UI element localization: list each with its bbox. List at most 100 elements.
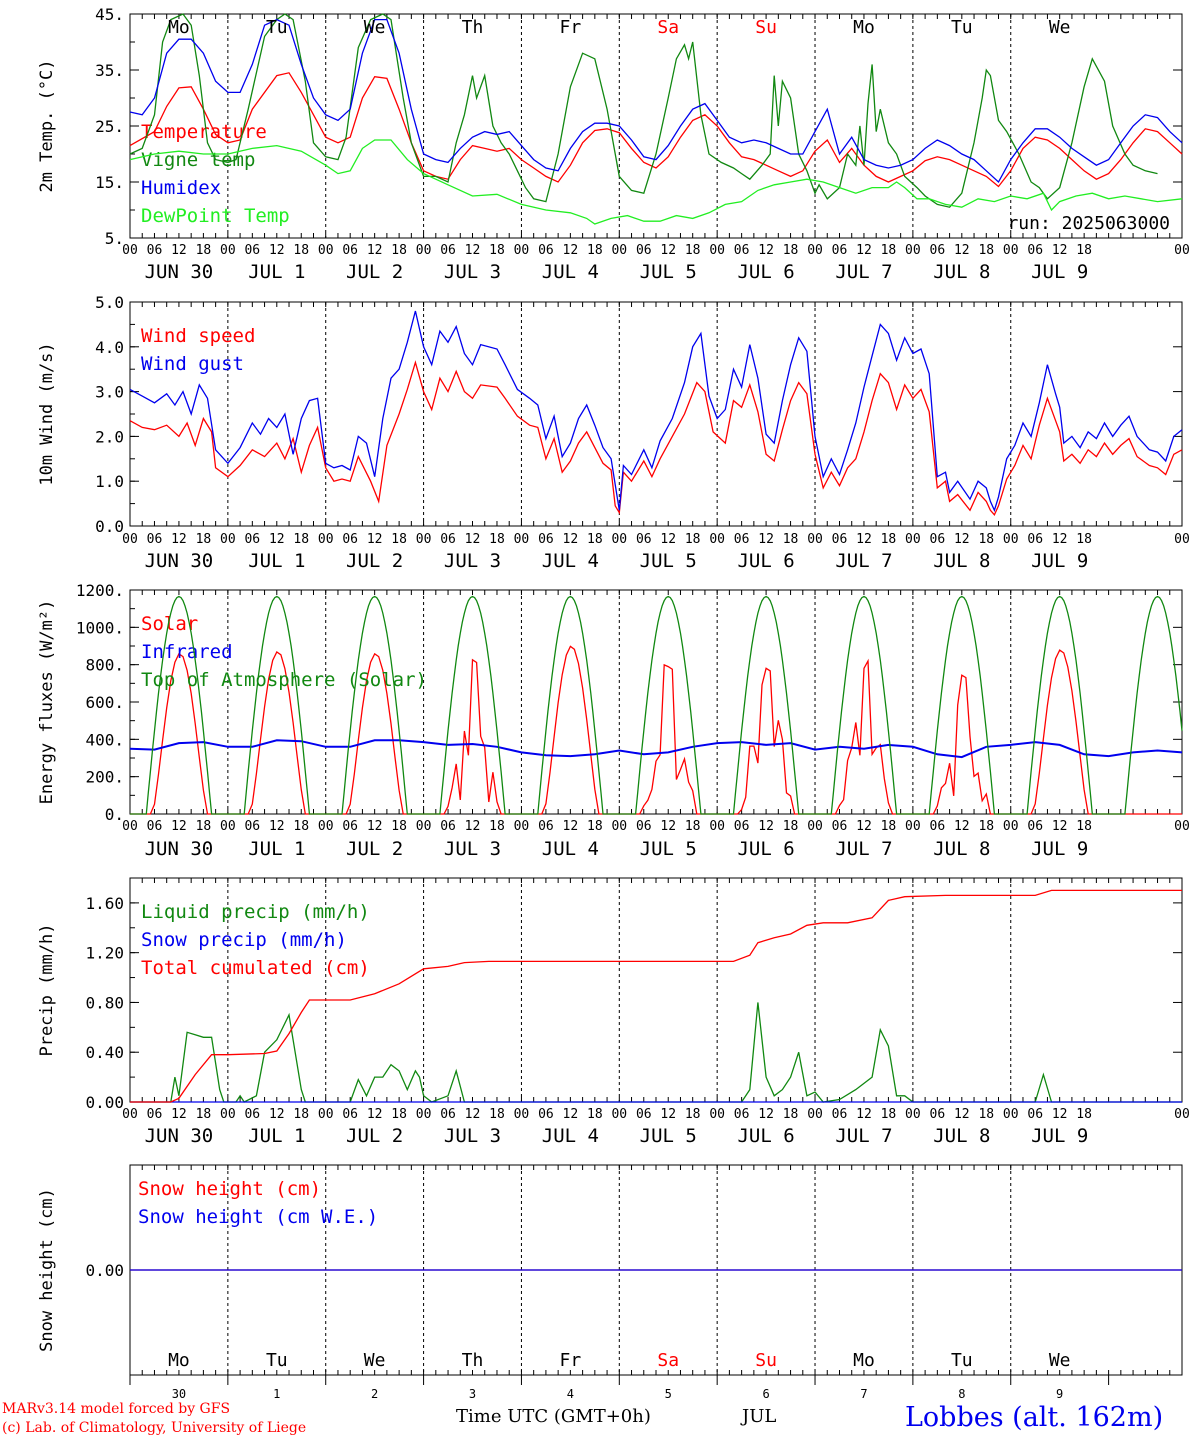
hour-tick-label: 18 [978,819,994,834]
date-label: JUL 9 [1031,838,1088,860]
y-axis-label: Snow height (cm) [37,1188,57,1352]
y-tick-label: 800. [85,656,124,675]
hour-tick-label: 18 [587,819,603,834]
hour-tick-label: 18 [196,1107,212,1122]
hour-tick-label: 18 [293,819,309,834]
month-label: JUL [742,1406,777,1427]
date-label: JUL 6 [737,838,794,860]
weekday-label: Sa [657,17,679,38]
hour-tick-label: 06 [734,243,750,258]
y-tick-label: 5. [105,229,124,248]
hour-tick-label: 18 [1076,819,1092,834]
hour-tick-label: 18 [978,243,994,258]
hour-tick-label: 00 [318,819,334,834]
date-label: JUL 1 [248,550,305,572]
hour-tick-label: 00 [807,1107,823,1122]
day-number-label: 2 [371,1387,378,1401]
legend-entry: Solar [141,613,198,635]
hour-tick-label: 12 [563,532,579,547]
weekday-label: Mo [853,1350,875,1371]
hour-tick-label: 18 [196,532,212,547]
hour-tick-label: 06 [244,1107,260,1122]
hour-tick-label: 00 [905,1107,921,1122]
hour-tick-label: 18 [196,243,212,258]
weekday-label: We [364,17,386,38]
hour-tick-label: 18 [685,1107,701,1122]
weekday-label: Tu [951,17,973,38]
y-tick-label: 1.60 [85,894,124,913]
hour-tick-label: 12 [269,532,285,547]
hour-tick-label: 12 [660,532,676,547]
date-label: JUL 3 [444,1125,501,1147]
date-label: JUL 4 [542,550,599,572]
hour-tick-label: 06 [342,243,358,258]
date-label: JUL 5 [640,838,697,860]
hour-tick-label: 06 [440,819,456,834]
hour-tick-label: 00 [611,243,627,258]
y-tick-label: 0.00 [85,1093,124,1112]
hour-tick-label: 06 [636,532,652,547]
lab-credit: (c) Lab. of Climatology, University of L… [2,1420,307,1436]
date-label: JUL 6 [737,550,794,572]
y-axis-label: 2m Temp. (°C) [37,59,57,192]
date-label: JUL 9 [1031,261,1088,283]
date-label: JUL 9 [1031,550,1088,572]
y-axis-label: Energy fluxes (W/m²) [37,600,57,805]
series-line-humidex [129,18,1183,184]
hour-tick-label: 06 [440,532,456,547]
date-label: JUN 30 [145,550,214,572]
hour-tick-label: 06 [734,819,750,834]
hour-tick-label: 06 [147,1107,163,1122]
date-label: JUL 5 [640,550,697,572]
legend-entry: Infrared [141,641,233,663]
y-tick-label: 400. [85,730,124,749]
hour-tick-label: 18 [881,819,897,834]
day-number-label: 30 [172,1387,186,1401]
y-tick-label: 0.00 [85,1261,124,1280]
hour-tick-label: 12 [465,819,481,834]
day-number-label: 5 [665,1387,672,1401]
y-tick-label: 1.0 [95,472,124,491]
y-tick-label: 3.0 [95,383,124,402]
hour-tick-label: 18 [685,243,701,258]
date-label: JUL 3 [444,550,501,572]
date-label: JUL 2 [346,838,403,860]
date-label: JUL 2 [346,261,403,283]
model-credit: MARv3.14 model forced by GFS [2,1401,231,1417]
hour-tick-label: 00 [807,243,823,258]
hour-tick-label: 18 [783,1107,799,1122]
hour-tick-label: 18 [783,819,799,834]
weekday-label: Fr [560,17,582,38]
hour-tick-label: 00 [220,532,236,547]
legend-entry: Total cumulated (cm) [141,957,370,979]
station-label: Lobbes (alt. 162m) [905,1402,1164,1433]
hour-tick-label: 18 [293,1107,309,1122]
weekday-label: We [364,1350,386,1371]
hour-tick-label: 12 [758,819,774,834]
legend-entry: Snow height (cm W.E.) [138,1206,378,1228]
hour-tick-label: 18 [391,1107,407,1122]
hour-tick-label: 00 [122,819,138,834]
hour-tick-label: 06 [734,532,750,547]
hour-tick-label: 00 [1003,243,1019,258]
y-tick-label: 35. [95,61,124,80]
y-tick-label: 45. [95,5,124,24]
day-number-label: 1 [273,1387,280,1401]
hour-tick-label: 06 [1027,819,1043,834]
hour-tick-label: 00 [318,243,334,258]
weekday-label: Su [755,17,777,38]
date-label: JUL 5 [640,261,697,283]
hour-tick-label: 00 [1003,819,1019,834]
date-label: JUL 7 [835,838,892,860]
hour-tick-label: 12 [856,1107,872,1122]
hour-tick-label: 06 [538,532,554,547]
hour-tick-label: 12 [269,1107,285,1122]
hour-tick-label: 00 [416,1107,432,1122]
hour-tick-label: 00 [1174,532,1190,547]
hour-tick-label: 06 [1027,1107,1043,1122]
weekday-label: Fr [560,1350,582,1371]
day-number-label: 7 [860,1387,867,1401]
hour-tick-label: 12 [171,532,187,547]
day-number-label: 6 [762,1387,769,1401]
hour-tick-label: 12 [856,532,872,547]
